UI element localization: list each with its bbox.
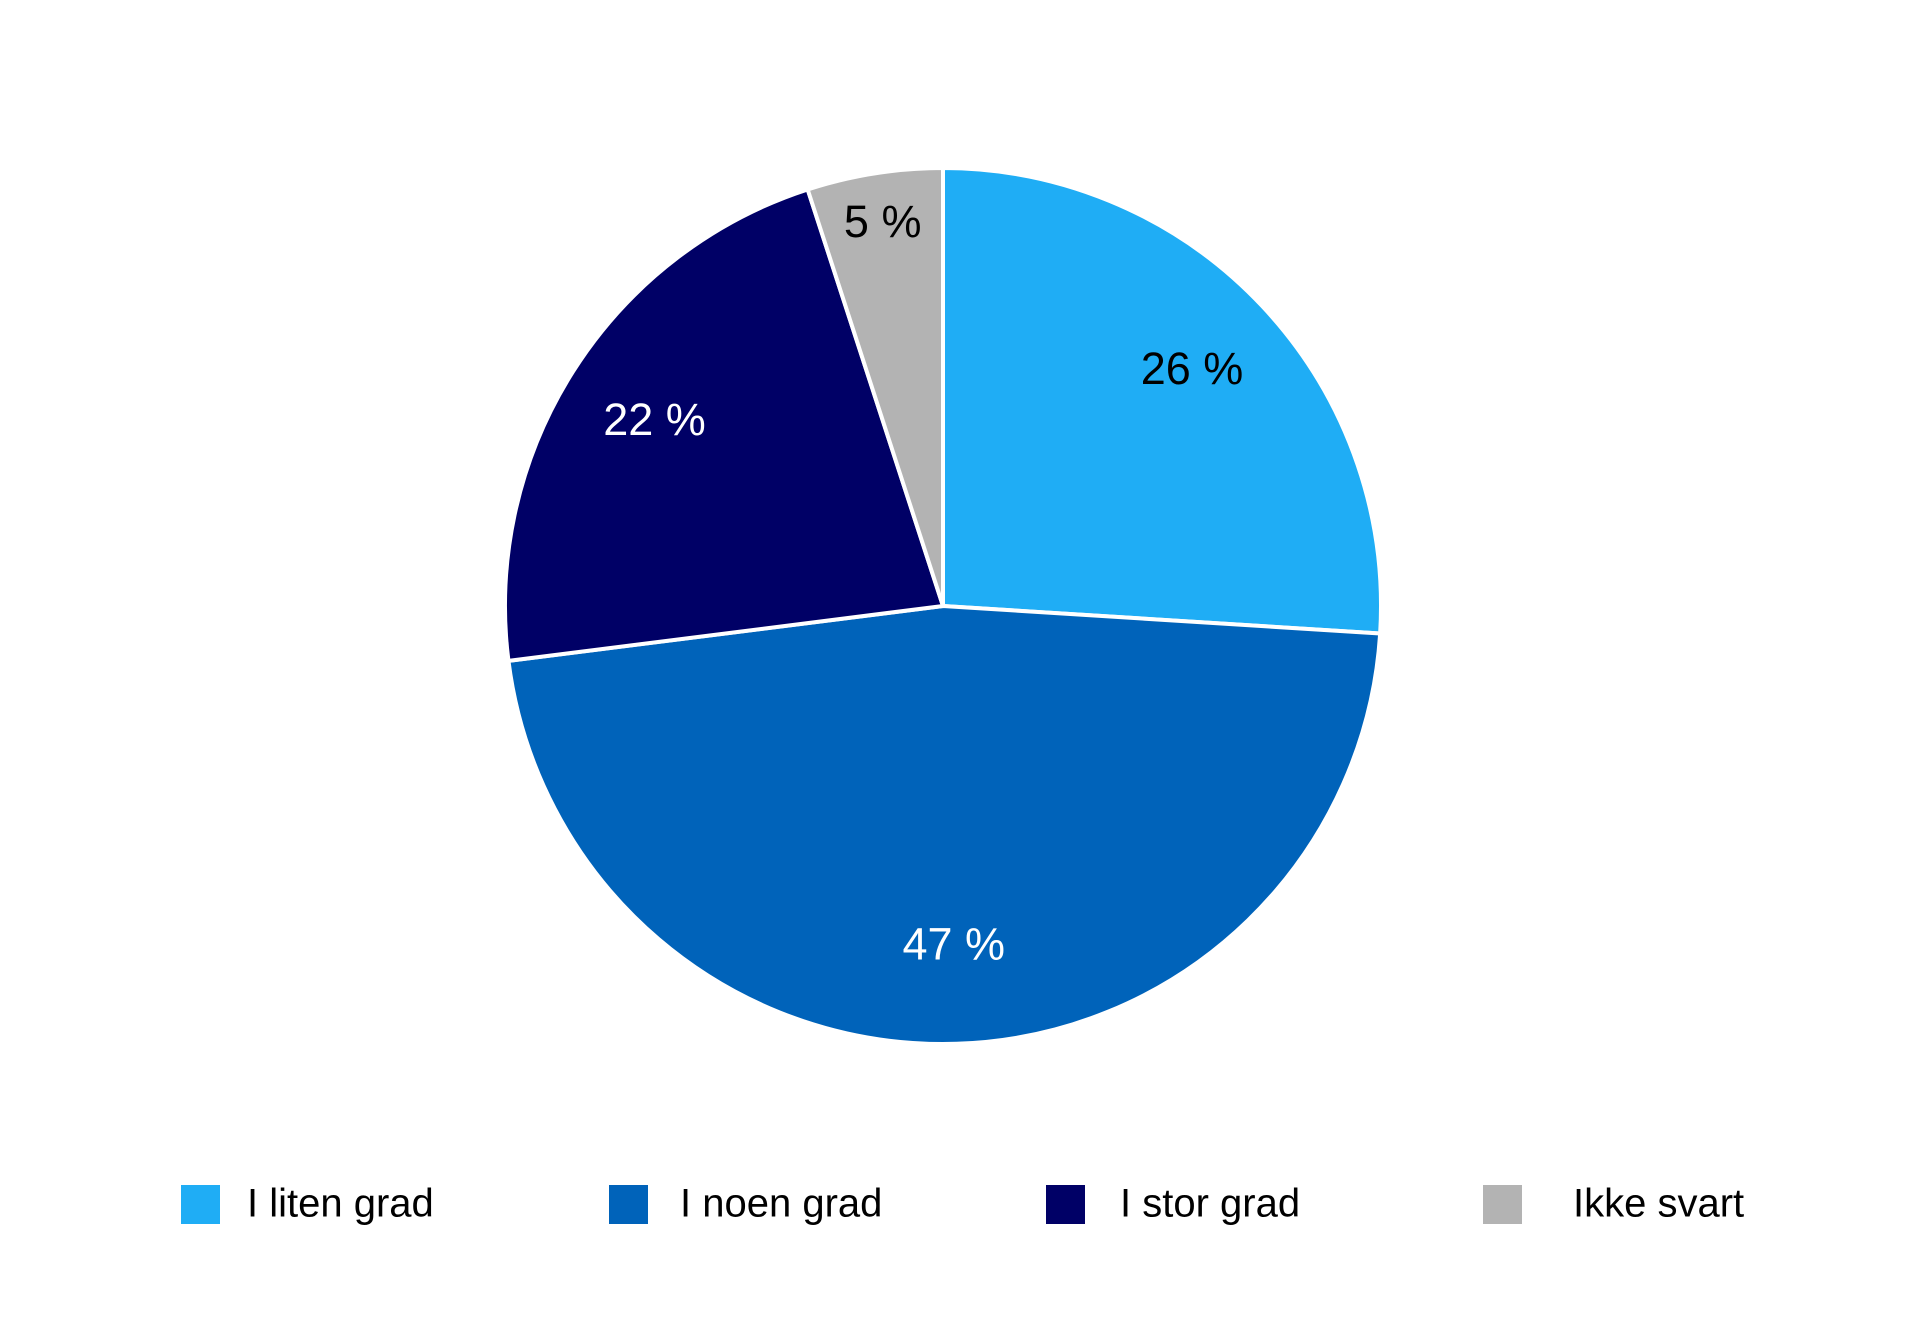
legend-swatch — [609, 1185, 648, 1224]
legend-label: I noen grad — [680, 1182, 882, 1226]
pie-slice — [503, 187, 945, 663]
value-label: 5 % — [844, 196, 922, 247]
legend-swatch — [1046, 1185, 1085, 1224]
pie-slice — [941, 166, 1383, 636]
value-label: 26 % — [1141, 343, 1244, 394]
value-label: 22 % — [603, 394, 706, 445]
pie-slice — [805, 166, 945, 608]
legend-swatch — [181, 1185, 220, 1224]
legend-label: I liten grad — [247, 1182, 434, 1226]
legend-label: I stor grad — [1120, 1182, 1300, 1226]
legend-swatch — [1483, 1185, 1522, 1224]
legend-label: Ikke svart — [1573, 1182, 1744, 1226]
value-label: 47 % — [902, 918, 1005, 969]
pie-slice — [506, 604, 1383, 1046]
